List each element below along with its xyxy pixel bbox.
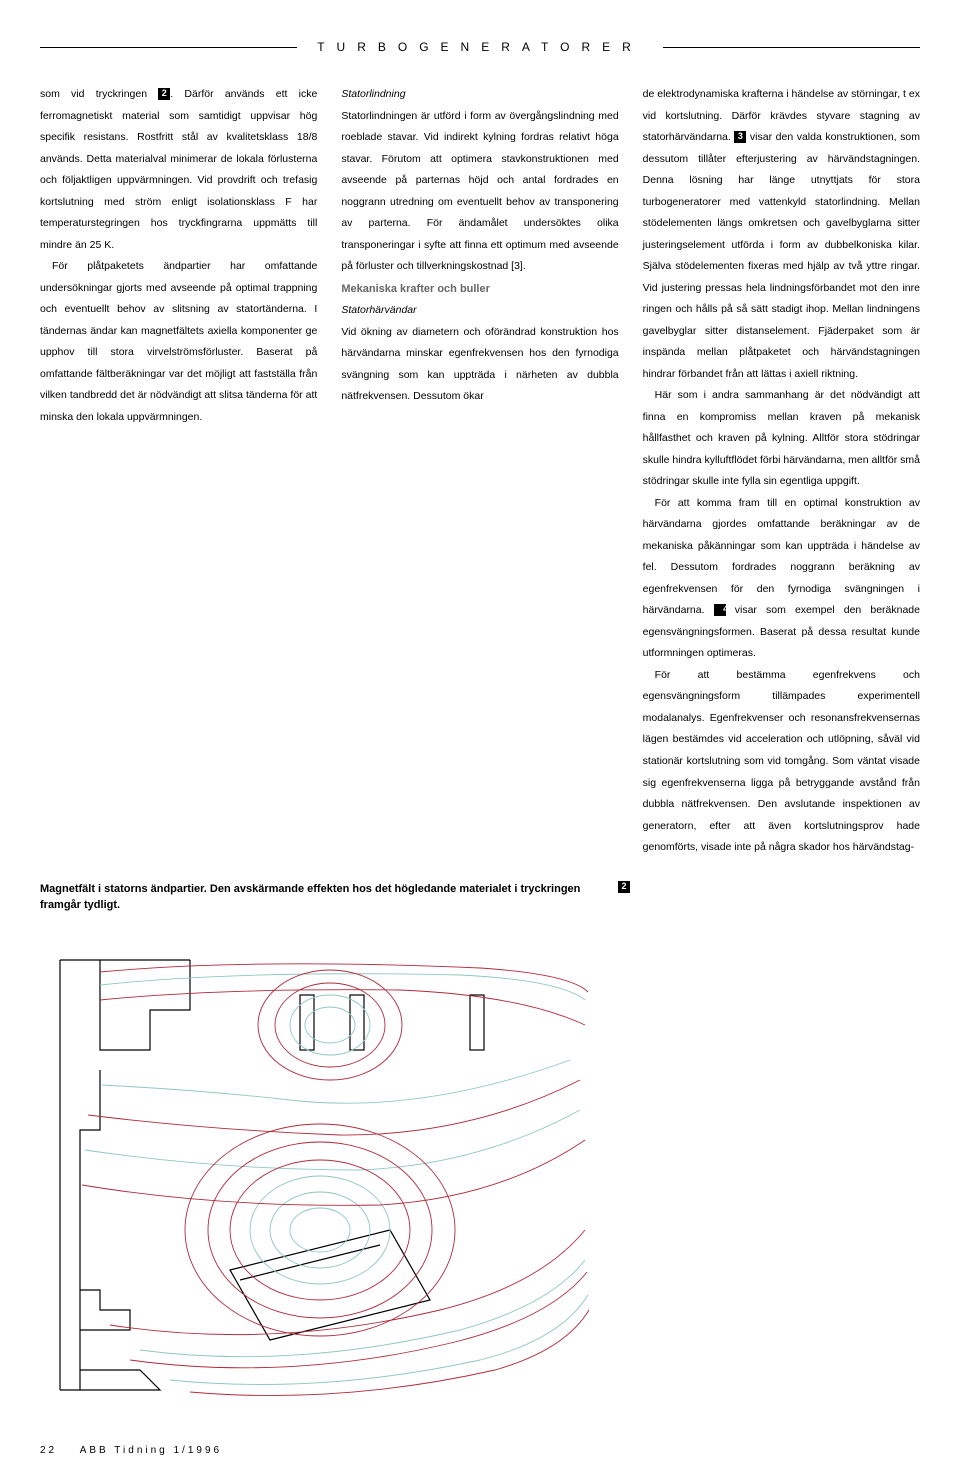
header-title: TURBOGENERATORER xyxy=(297,40,663,54)
rule-left xyxy=(40,47,297,48)
page-footer: 22 ABB Tidning 1/1996 xyxy=(40,1445,920,1456)
figure-2: Magnetfält i statorns ändpartier. Den av… xyxy=(40,881,630,1415)
figure-caption: Magnetfält i statorns ändpartier. Den av… xyxy=(40,881,630,914)
col2-p2: Vid ökning av diametern och oförändrad k… xyxy=(341,322,618,408)
col3-p3a: För att komma fram till en optimal konst… xyxy=(643,497,920,617)
col1-p1: som vid tryckringen 2. Därför används et… xyxy=(40,84,317,256)
col1-p2: För plåtpaketets ändpartier har omfattan… xyxy=(40,256,317,428)
structure-lines xyxy=(60,960,484,1390)
ref-3-inline: 3 xyxy=(734,131,746,143)
body-columns: som vid tryckringen 2. Därför används et… xyxy=(40,84,920,859)
col3-p1: de elektrodynamiska krafterna i händelse… xyxy=(643,84,920,385)
col2-p1: Statorlindningen är utförd i form av öve… xyxy=(341,106,618,278)
ref-4-inline: 4 xyxy=(714,604,726,616)
ref-2-inline: 2 xyxy=(158,88,170,100)
col2-h2sub: Statorhärvändar xyxy=(341,300,618,322)
header-rule: TURBOGENERATORER xyxy=(40,40,920,54)
figure-contour-svg xyxy=(40,930,600,1410)
col3-p1b: visar den valda konstruktionen, som dess… xyxy=(643,131,920,380)
column-2: Statorlindning Statorlindningen är utför… xyxy=(341,84,618,859)
rule-right xyxy=(663,47,920,48)
contours-red xyxy=(82,963,589,1395)
col2-h2: Mekaniska krafter och buller xyxy=(341,278,618,301)
col3-p4: För att bestämma egenfrekvens och egensv… xyxy=(643,665,920,859)
page-number: 22 xyxy=(40,1445,57,1456)
col1-p1a: som vid tryckringen xyxy=(40,88,158,100)
figure-caption-text: Magnetfält i statorns ändpartier. Den av… xyxy=(40,881,598,914)
publication: ABB Tidning 1/1996 xyxy=(80,1445,222,1456)
col3-p3: För att komma fram till en optimal konst… xyxy=(643,493,920,665)
col1-p1b: . Därför används ett icke ferromagnetisk… xyxy=(40,88,317,251)
column-3: de elektrodynamiska krafterna i händelse… xyxy=(643,84,920,859)
column-1: som vid tryckringen 2. Därför används et… xyxy=(40,84,317,859)
figure-ref-box: 2 xyxy=(618,881,630,893)
col3-p2: Här som i andra sammanhang är det nödvän… xyxy=(643,385,920,493)
col2-h1: Statorlindning xyxy=(341,84,618,106)
